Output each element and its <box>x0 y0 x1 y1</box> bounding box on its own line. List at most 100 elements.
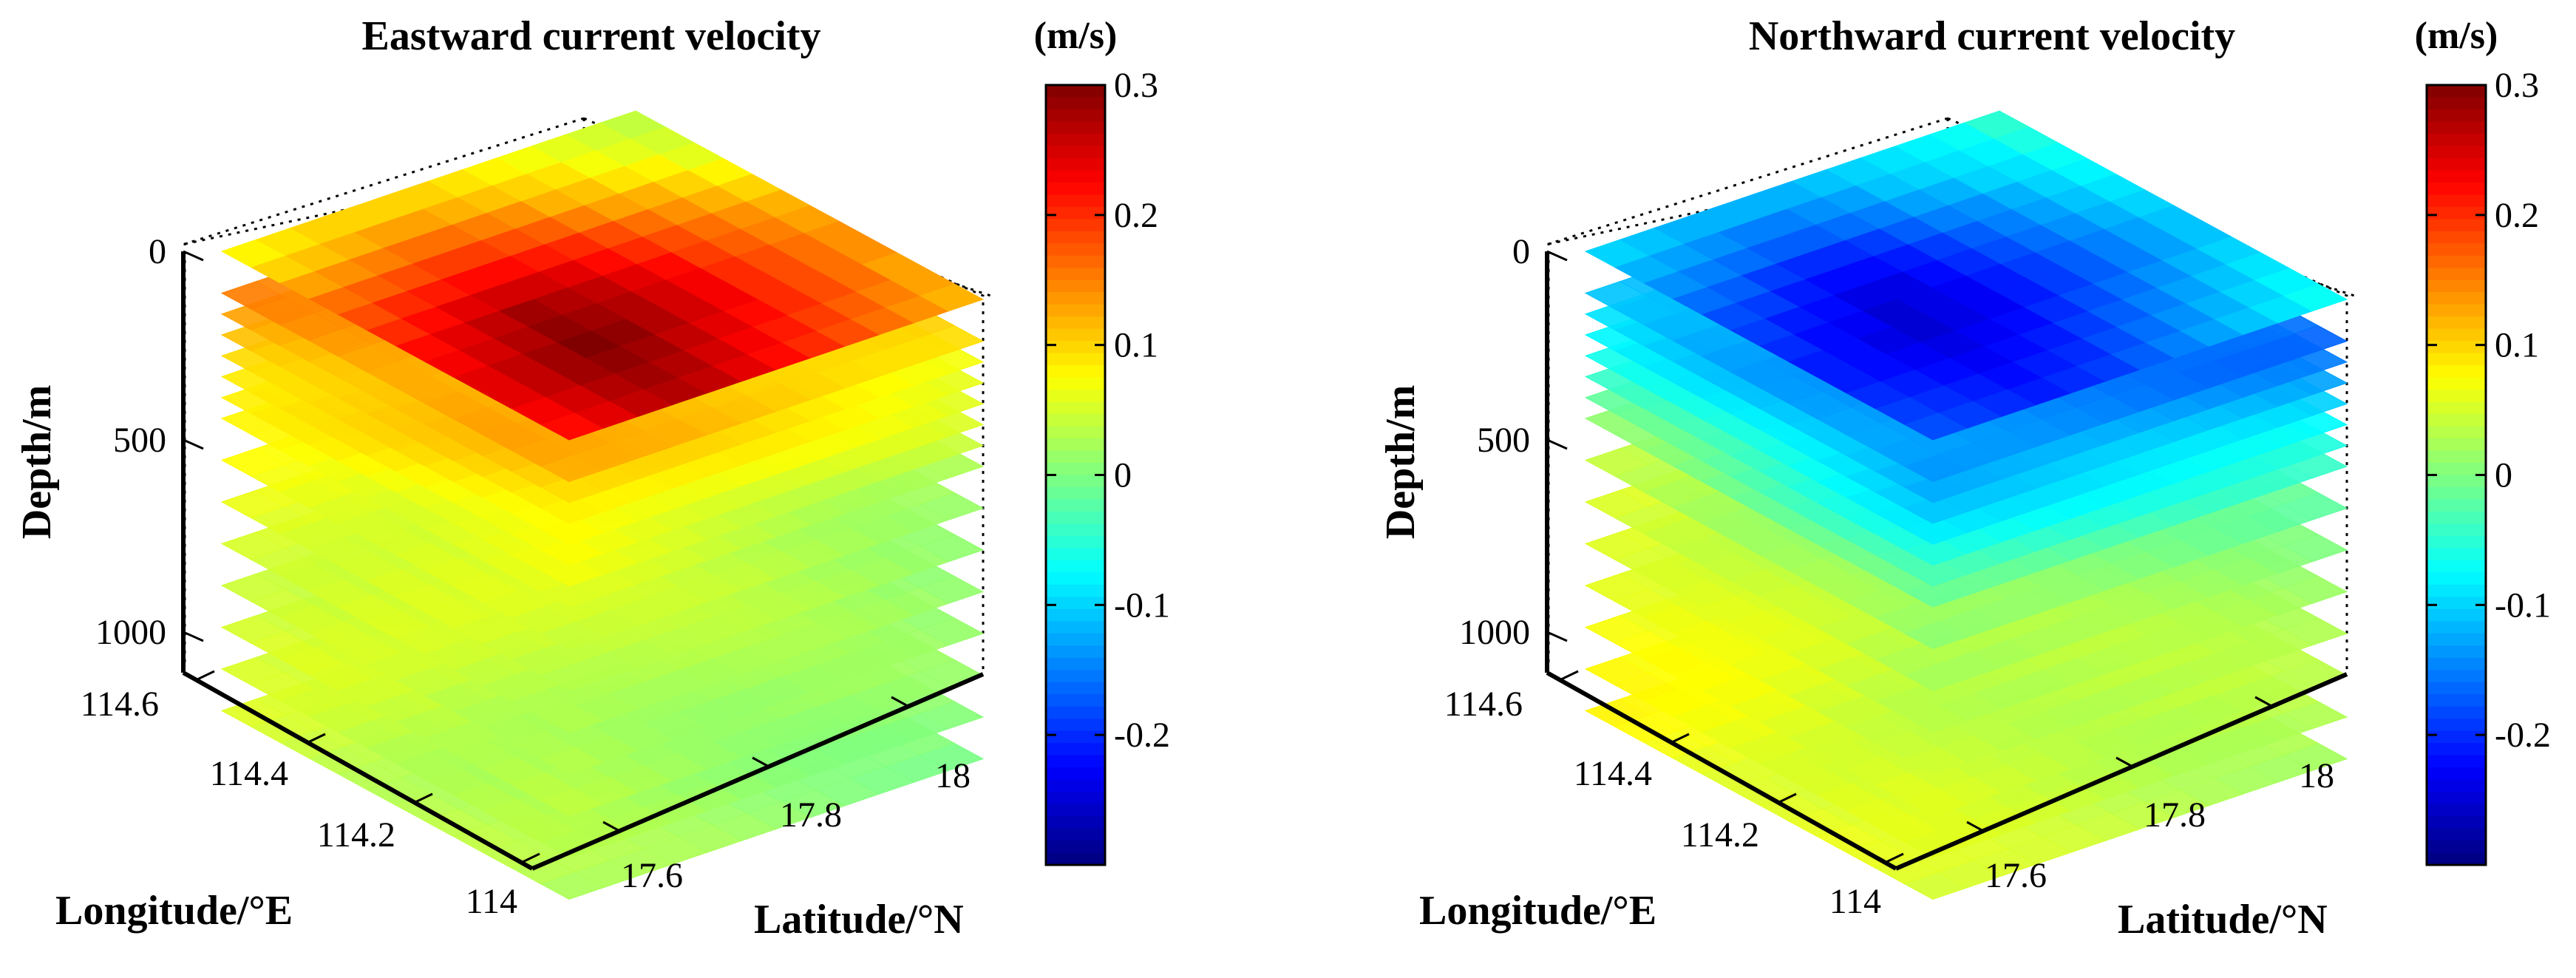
colorbar-step <box>2427 231 2486 245</box>
depth-tick-label: 500 <box>1477 421 1530 460</box>
colorbar-step <box>1046 341 1105 354</box>
colorbar-step <box>1046 170 1105 183</box>
colorbar-step <box>1046 621 1105 634</box>
colorbar-step <box>1046 792 1105 805</box>
colorbar-step <box>1046 133 1105 147</box>
colorbar-step <box>1046 450 1105 463</box>
colorbar-step <box>2427 682 2486 696</box>
colorbar-step <box>1046 719 1105 732</box>
latitude-tick-label: 17.6 <box>1985 856 2047 895</box>
colorbar-step <box>2427 255 2486 269</box>
colorbar-step <box>1046 316 1105 330</box>
colorbar-step <box>2427 414 2486 427</box>
colorbar-step <box>1046 475 1105 488</box>
longitude-tick-label: 114.6 <box>1444 685 1523 724</box>
colorbar-step <box>2427 548 2486 561</box>
colorbar-step <box>2427 365 2486 378</box>
colorbar-step <box>2427 645 2486 659</box>
colorbar-tick-label: -0.1 <box>1114 585 1170 625</box>
colorbar-step <box>1046 816 1105 829</box>
colorbar-step <box>1046 535 1105 549</box>
colorbar-step <box>2427 523 2486 537</box>
latitude-tick-label: 18 <box>2299 756 2334 795</box>
colorbar-step <box>2427 584 2486 598</box>
colorbar-step <box>1046 426 1105 439</box>
longitude-tick-label: 114 <box>466 882 517 921</box>
colorbar-step <box>1046 121 1105 135</box>
colorbar-step <box>1046 657 1105 671</box>
depth-layers <box>1584 110 2348 900</box>
colorbar-step <box>1046 97 1105 110</box>
colorbar-step <box>2427 767 2486 781</box>
latitude-tick-label: 17.8 <box>2144 795 2206 835</box>
colorbar: 0.30.20.10-0.1-0.2(m/s) <box>1034 15 1170 866</box>
colorbar-step <box>2427 511 2486 525</box>
colorbar-tick-label: -0.2 <box>2495 716 2551 755</box>
colorbar-step <box>2427 670 2486 683</box>
colorbar-step <box>2427 109 2486 123</box>
colorbar-step <box>1046 852 1105 866</box>
colorbar-step <box>2427 743 2486 756</box>
colorbar-step <box>2427 121 2486 135</box>
colorbar-step <box>2427 633 2486 647</box>
colorbar-step <box>1046 499 1105 512</box>
colorbar-step <box>2427 779 2486 792</box>
colorbar-step <box>2427 792 2486 805</box>
colorbar-tick-label: 0 <box>1114 456 1132 495</box>
colorbar-step <box>2427 828 2486 841</box>
colorbar-step <box>1046 804 1105 817</box>
colorbar-step <box>1046 390 1105 403</box>
colorbar-step <box>2427 157 2486 172</box>
colorbar-tick-label: 0.3 <box>1114 66 1158 105</box>
colorbar-step <box>1046 243 1105 257</box>
colorbar-step <box>2427 341 2486 354</box>
colorbar-step <box>2427 706 2486 719</box>
colorbar-step <box>2427 401 2486 415</box>
chart-title: Northward current velocity <box>1749 13 2235 59</box>
colorbar-step <box>1046 633 1105 647</box>
colorbar-step <box>2427 194 2486 208</box>
colorbar-step <box>1046 109 1105 123</box>
colorbar-step <box>2427 426 2486 439</box>
longitude-tick-label: 114.2 <box>1681 815 1759 855</box>
depth-tick-label: 500 <box>113 421 166 460</box>
depth-layers <box>220 110 985 900</box>
colorbar-step <box>1046 694 1105 707</box>
colorbar-step <box>1046 85 1105 98</box>
colorbar-step <box>2427 133 2486 147</box>
colorbar-step <box>1046 523 1105 537</box>
colorbar-tick-label: 0.2 <box>2495 196 2539 235</box>
colorbar-step <box>1046 377 1105 390</box>
depth-tick <box>183 438 204 450</box>
longitude-tick <box>195 670 215 682</box>
colorbar-step <box>1046 730 1105 744</box>
colorbar-tick-label: 0.3 <box>2495 66 2539 105</box>
colorbar-step <box>2427 292 2486 305</box>
colorbar-step <box>2427 499 2486 512</box>
colorbar-step <box>1046 645 1105 659</box>
colorbar-step <box>1046 511 1105 525</box>
colorbar-step <box>2427 841 2486 854</box>
colorbar-step <box>2427 608 2486 622</box>
colorbar-step <box>2427 219 2486 232</box>
colorbar-unit: (m/s) <box>1034 15 1118 57</box>
colorbar-step <box>1046 365 1105 378</box>
longitude-tick-label: 114 <box>1829 882 1881 921</box>
depth-axis-label: Depth/m <box>1378 385 1424 539</box>
colorbar-step <box>2427 97 2486 110</box>
colorbar-step <box>1046 841 1105 854</box>
depth-tick-label: 1000 <box>95 613 166 652</box>
colorbar-step <box>2427 146 2486 159</box>
colorbar-step <box>1046 572 1105 585</box>
depth-tick <box>183 250 204 262</box>
colorbar-step <box>1046 206 1105 220</box>
colorbar-step <box>2427 182 2486 196</box>
colorbar-step <box>2427 816 2486 829</box>
colorbar-step <box>1046 292 1105 305</box>
colorbar-step <box>1046 438 1105 452</box>
colorbar-step <box>2427 852 2486 866</box>
longitude-axis-label: Longitude/°E <box>55 888 293 934</box>
colorbar-step <box>2427 535 2486 549</box>
colorbar-step <box>2427 560 2486 574</box>
